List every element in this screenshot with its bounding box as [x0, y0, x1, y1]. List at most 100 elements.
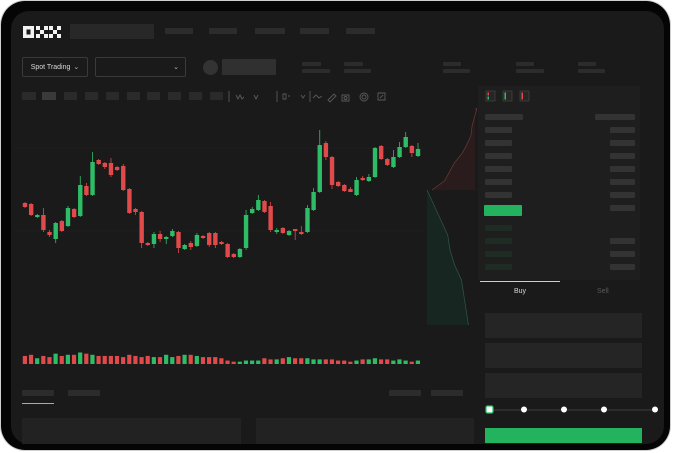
slider-stop-50[interactable]	[561, 406, 567, 413]
candle	[378, 146, 384, 159]
candle	[219, 242, 224, 244]
candle	[329, 157, 335, 185]
nav-item-5[interactable]	[346, 28, 375, 34]
candle	[22, 203, 28, 207]
candle	[409, 146, 415, 153]
timeframe-button[interactable]	[127, 92, 140, 100]
stat-label	[443, 62, 461, 66]
stat-value	[516, 69, 544, 73]
timeframe-button[interactable]	[85, 92, 98, 100]
orders-tab-open[interactable]	[22, 390, 54, 396]
volume-bar	[366, 359, 371, 364]
pair-price	[222, 59, 276, 75]
volume-bar	[139, 357, 144, 364]
candle	[372, 148, 378, 177]
volume-bar	[35, 358, 40, 364]
volume-bar	[78, 352, 83, 364]
depth-bids-area	[427, 190, 469, 325]
timeframe-button[interactable]	[106, 92, 119, 100]
candle	[292, 229, 298, 231]
settings-icon	[282, 93, 290, 100]
orders-action[interactable]	[431, 390, 463, 396]
candle	[207, 233, 212, 245]
timeframe-button[interactable]	[189, 92, 202, 100]
candle	[391, 157, 396, 167]
timeframe-button[interactable]	[64, 92, 77, 100]
stat-label	[578, 62, 596, 66]
volume-bar	[102, 355, 107, 364]
candle	[41, 215, 46, 230]
candle	[250, 209, 255, 213]
candle	[335, 182, 341, 186]
volume-bar	[182, 354, 187, 364]
volume-bar	[108, 355, 113, 364]
depth-bids-line	[426, 189, 469, 326]
ask-row-price	[485, 192, 512, 198]
volume-bar	[286, 357, 292, 364]
volume-bar	[133, 355, 138, 364]
view-asks-icon	[519, 90, 530, 102]
slider-stop-25[interactable]	[521, 406, 527, 413]
volume-bar	[262, 358, 267, 364]
candle	[188, 243, 193, 247]
timeframe-button[interactable]	[22, 92, 36, 100]
search-bar[interactable]	[70, 24, 154, 39]
stat-value	[578, 69, 605, 73]
amount-slider[interactable]	[484, 403, 660, 417]
timeframe-button[interactable]	[168, 92, 181, 100]
buy-button[interactable]	[485, 428, 642, 443]
nav-item-3[interactable]	[255, 28, 285, 34]
volume-bar	[342, 360, 347, 364]
stat-label	[302, 62, 321, 66]
ask-row-price	[485, 153, 512, 159]
volume-bar	[194, 355, 199, 364]
okx-logo[interactable]	[23, 25, 61, 38]
candlestick-chart[interactable]	[15, 105, 425, 370]
pair-dropdown[interactable]: ⌄	[95, 57, 186, 77]
candle	[231, 254, 236, 257]
candle	[145, 243, 151, 245]
slider-handle[interactable]	[485, 405, 494, 414]
buy-tab[interactable]: Buy	[514, 288, 527, 295]
bid-row-amount	[610, 238, 635, 244]
candle	[47, 232, 52, 235]
volume-bar	[292, 358, 298, 364]
candle	[133, 209, 138, 212]
order-book-view-toggles[interactable]	[485, 90, 531, 102]
nav-item-4[interactable]	[300, 28, 329, 34]
candle	[348, 189, 353, 192]
candle	[342, 185, 347, 191]
slider-stop-100[interactable]	[652, 406, 658, 413]
stat-label	[344, 62, 363, 66]
nav-item-1[interactable]	[165, 28, 193, 34]
trading-mode-dropdown[interactable]: Spot Trading ⌄	[22, 57, 88, 77]
slider-stop-75[interactable]	[601, 406, 607, 413]
volume-bar	[237, 361, 242, 364]
ask-row-price	[485, 179, 512, 185]
chevron-icon	[300, 94, 306, 99]
candle	[243, 215, 249, 248]
timeframe-button-active[interactable]	[42, 92, 56, 100]
ask-row-amount	[610, 127, 635, 133]
timeframe-button[interactable]	[210, 92, 223, 100]
sell-tab[interactable]: Sell	[597, 288, 609, 295]
chart-type-icon	[253, 94, 259, 101]
timeframe-button[interactable]	[147, 92, 160, 100]
orders-action[interactable]	[389, 390, 421, 396]
orders-panel-left	[22, 418, 241, 444]
candle	[84, 186, 89, 195]
candle	[311, 192, 316, 210]
ask-row-amount	[610, 140, 635, 146]
volume-bar	[305, 358, 310, 364]
volume-bar	[65, 354, 70, 364]
target-icon	[359, 92, 369, 102]
candle	[323, 143, 329, 157]
candle	[317, 145, 322, 192]
ask-row-price	[485, 127, 512, 133]
nav-item-2[interactable]	[209, 28, 237, 34]
total-input[interactable]	[485, 373, 642, 398]
bid-row-amount	[610, 264, 635, 270]
orders-tab-history[interactable]	[68, 390, 100, 396]
price-input[interactable]	[485, 313, 642, 338]
amount-input[interactable]	[485, 343, 642, 368]
